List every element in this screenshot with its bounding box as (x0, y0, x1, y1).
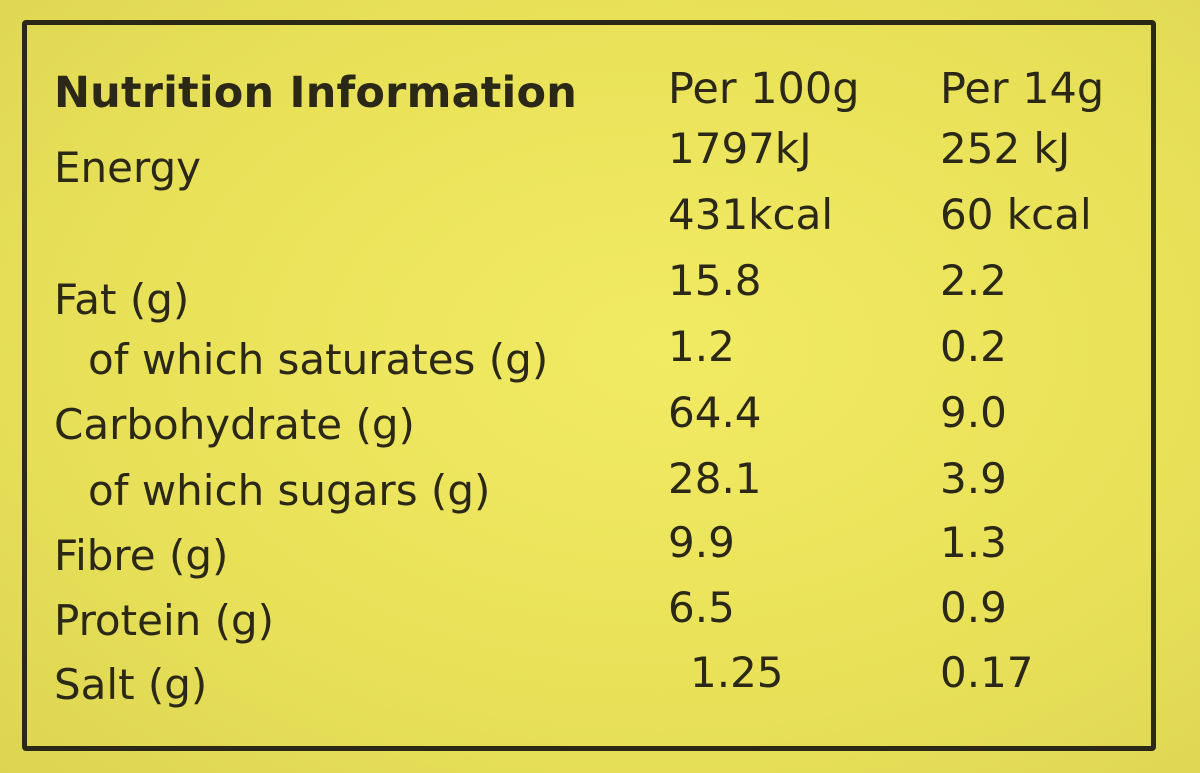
column-header-per-14g: Per 14g (940, 64, 1105, 114)
value-per-100g: 6.5 (668, 583, 735, 632)
value-per-100g: 431kcal (668, 190, 833, 239)
value-per-100g: 64.4 (668, 388, 762, 437)
row-label: of which saturates (g) (88, 335, 549, 384)
row-label: Energy (54, 143, 202, 192)
nutrition-title: Nutrition Information (54, 68, 578, 118)
value-per-100g: 1.25 (690, 648, 784, 697)
row-label: Fat (g) (54, 275, 190, 324)
nutrition-panel-border (22, 20, 1156, 751)
row-label: Protein (g) (54, 596, 275, 645)
row-label: of which sugars (g) (88, 466, 491, 515)
value-per-14g: 252 kJ (940, 124, 1071, 173)
row-label: Salt (g) (54, 660, 208, 709)
value-per-100g: 15.8 (668, 256, 762, 305)
value-per-100g: 1.2 (668, 322, 735, 371)
value-per-100g: 1797kJ (668, 124, 812, 173)
value-per-14g: 60 kcal (940, 190, 1092, 239)
row-label: Carbohydrate (g) (54, 400, 415, 449)
value-per-14g: 2.2 (940, 256, 1007, 305)
value-per-14g: 1.3 (940, 518, 1007, 567)
value-per-100g: 28.1 (668, 454, 762, 503)
value-per-14g: 0.9 (940, 583, 1007, 632)
column-header-per-100g: Per 100g (668, 64, 860, 114)
row-label: Fibre (g) (54, 531, 229, 580)
value-per-14g: 3.9 (940, 454, 1007, 503)
value-per-100g: 9.9 (668, 518, 735, 567)
value-per-14g: 9.0 (940, 388, 1007, 437)
value-per-14g: 0.2 (940, 322, 1007, 371)
value-per-14g: 0.17 (940, 648, 1034, 697)
